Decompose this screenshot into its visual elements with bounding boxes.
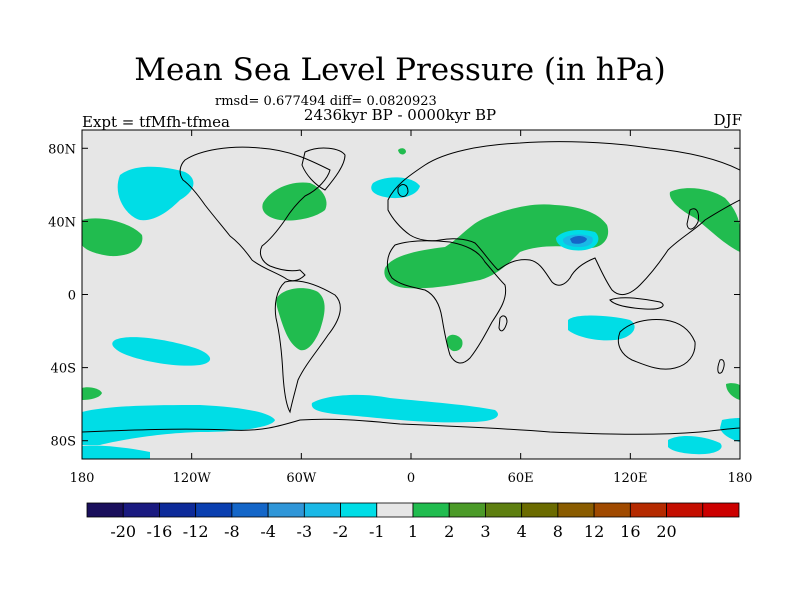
anomaly-west-pacific xyxy=(82,218,143,257)
lat-tick-label: 80N xyxy=(48,142,76,157)
experiment-label: Expt = tfMfh-tfmea xyxy=(82,113,230,131)
colorbar-swatch-15 xyxy=(629,502,667,518)
colorbar-label: -4 xyxy=(260,522,276,541)
lon-tick-label: 60W xyxy=(286,471,317,486)
colorbar-swatch-5 xyxy=(267,502,305,518)
anomaly-south-pacific-east xyxy=(668,436,722,455)
colorbar-swatch-6 xyxy=(303,502,341,518)
anomaly-north-pacific xyxy=(117,166,194,221)
anomaly-southern-ocean-west xyxy=(82,405,275,445)
colorbar-label: -3 xyxy=(297,522,313,541)
lat-tick-label: 0 xyxy=(68,289,76,304)
anomaly-tibet-core xyxy=(570,236,587,244)
anomaly-amazon xyxy=(276,288,325,351)
colorbar-label: 20 xyxy=(656,522,676,541)
colorbar-swatch-3 xyxy=(195,502,233,518)
colorbar-label: 4 xyxy=(517,522,527,541)
colorbar-label: -16 xyxy=(147,522,173,541)
coast-antarctica xyxy=(82,418,740,435)
anomaly-south-africa xyxy=(446,334,463,352)
coast-madagascar xyxy=(498,315,508,332)
colorbar-swatch-1 xyxy=(122,502,160,518)
anomaly-southern-ocean-central xyxy=(311,394,498,423)
lon-tick-label: 120E xyxy=(613,471,647,486)
colorbar-swatch-11 xyxy=(485,502,523,518)
season-label: DJF xyxy=(713,111,742,129)
lon-tick-label: 0 xyxy=(407,471,415,486)
colorbar-label: -8 xyxy=(224,522,240,541)
colorbar-label: -2 xyxy=(333,522,349,541)
colorbar: -20 -16 -12 -8 -4 -3 -2 -1 1 2 3 4 8 12 16 20 xyxy=(86,502,740,541)
colorbar-swatch-16 xyxy=(666,502,704,518)
coast-uk xyxy=(397,184,409,197)
coast-japan xyxy=(686,208,699,230)
colorbar-swatch-7 xyxy=(340,502,378,518)
colorbar-label: -20 xyxy=(110,522,136,541)
period-label: 2436kyr BP - 0000kyr BP xyxy=(303,106,497,124)
lat-tick-label: 40S xyxy=(51,362,76,377)
anomaly-fills xyxy=(82,148,740,459)
lon-tick-label: 60E xyxy=(508,471,534,486)
coast-indonesia xyxy=(609,297,664,310)
coast-europe-asia xyxy=(387,141,740,296)
axis-ticks: 80N 40N 0 40S 80S 180 120W 60W 0 60E 120E 180 xyxy=(48,130,752,486)
anomaly-south-pacific xyxy=(112,337,211,366)
colorbar-swatch-13 xyxy=(557,502,595,518)
colorbar-swatch-10 xyxy=(448,502,486,518)
lat-tick-label: 80S xyxy=(51,435,76,450)
coast-australia xyxy=(617,319,696,370)
anomaly-north-atlantic xyxy=(262,182,327,221)
colorbar-swatch-4 xyxy=(231,502,269,518)
coast-new-zealand xyxy=(717,359,725,374)
stats-label: rmsd= 0.677494 diff= 0.0820923 xyxy=(215,94,437,109)
colorbar-swatch-0 xyxy=(86,502,124,518)
colorbar-swatch-12 xyxy=(521,502,559,518)
anomaly-south-indian xyxy=(568,315,635,341)
colorbar-swatch-8 xyxy=(376,502,414,518)
colorbar-swatch-14 xyxy=(593,502,631,518)
colorbar-label: 3 xyxy=(480,522,490,541)
colorbar-label: 16 xyxy=(620,522,640,541)
anomaly-north-sea-spot xyxy=(398,148,406,155)
coast-greenland xyxy=(301,147,346,191)
colorbar-label: 12 xyxy=(584,522,604,541)
anomaly-far-east-pacific xyxy=(726,383,740,400)
lat-tick-label: 40N xyxy=(48,215,76,230)
plot-title: Mean Sea Level Pressure (in hPa) xyxy=(134,52,666,88)
colorbar-label: 1 xyxy=(408,522,418,541)
colorbar-label: -12 xyxy=(183,522,209,541)
colorbar-label: 8 xyxy=(553,522,563,541)
anomaly-south-pacific-far-east xyxy=(720,418,740,442)
lon-tick-label: 120W xyxy=(173,471,212,486)
anomaly-sahara-arabia xyxy=(384,204,609,289)
colorbar-swatch-9 xyxy=(412,502,450,518)
coast-north-america xyxy=(179,146,331,282)
colorbar-swatch-17 xyxy=(702,502,740,518)
colorbar-label: 2 xyxy=(444,522,454,541)
lon-tick-label: 180 xyxy=(70,471,95,486)
coast-africa xyxy=(387,240,507,364)
colorbar-label: -1 xyxy=(369,522,385,541)
anomaly-antarctic-west xyxy=(82,445,150,459)
anomaly-east-pacific xyxy=(82,387,102,400)
coastlines xyxy=(82,141,740,435)
coast-south-america xyxy=(274,280,341,414)
colorbar-swatch-2 xyxy=(159,502,197,518)
lon-tick-label: 180 xyxy=(728,471,753,486)
